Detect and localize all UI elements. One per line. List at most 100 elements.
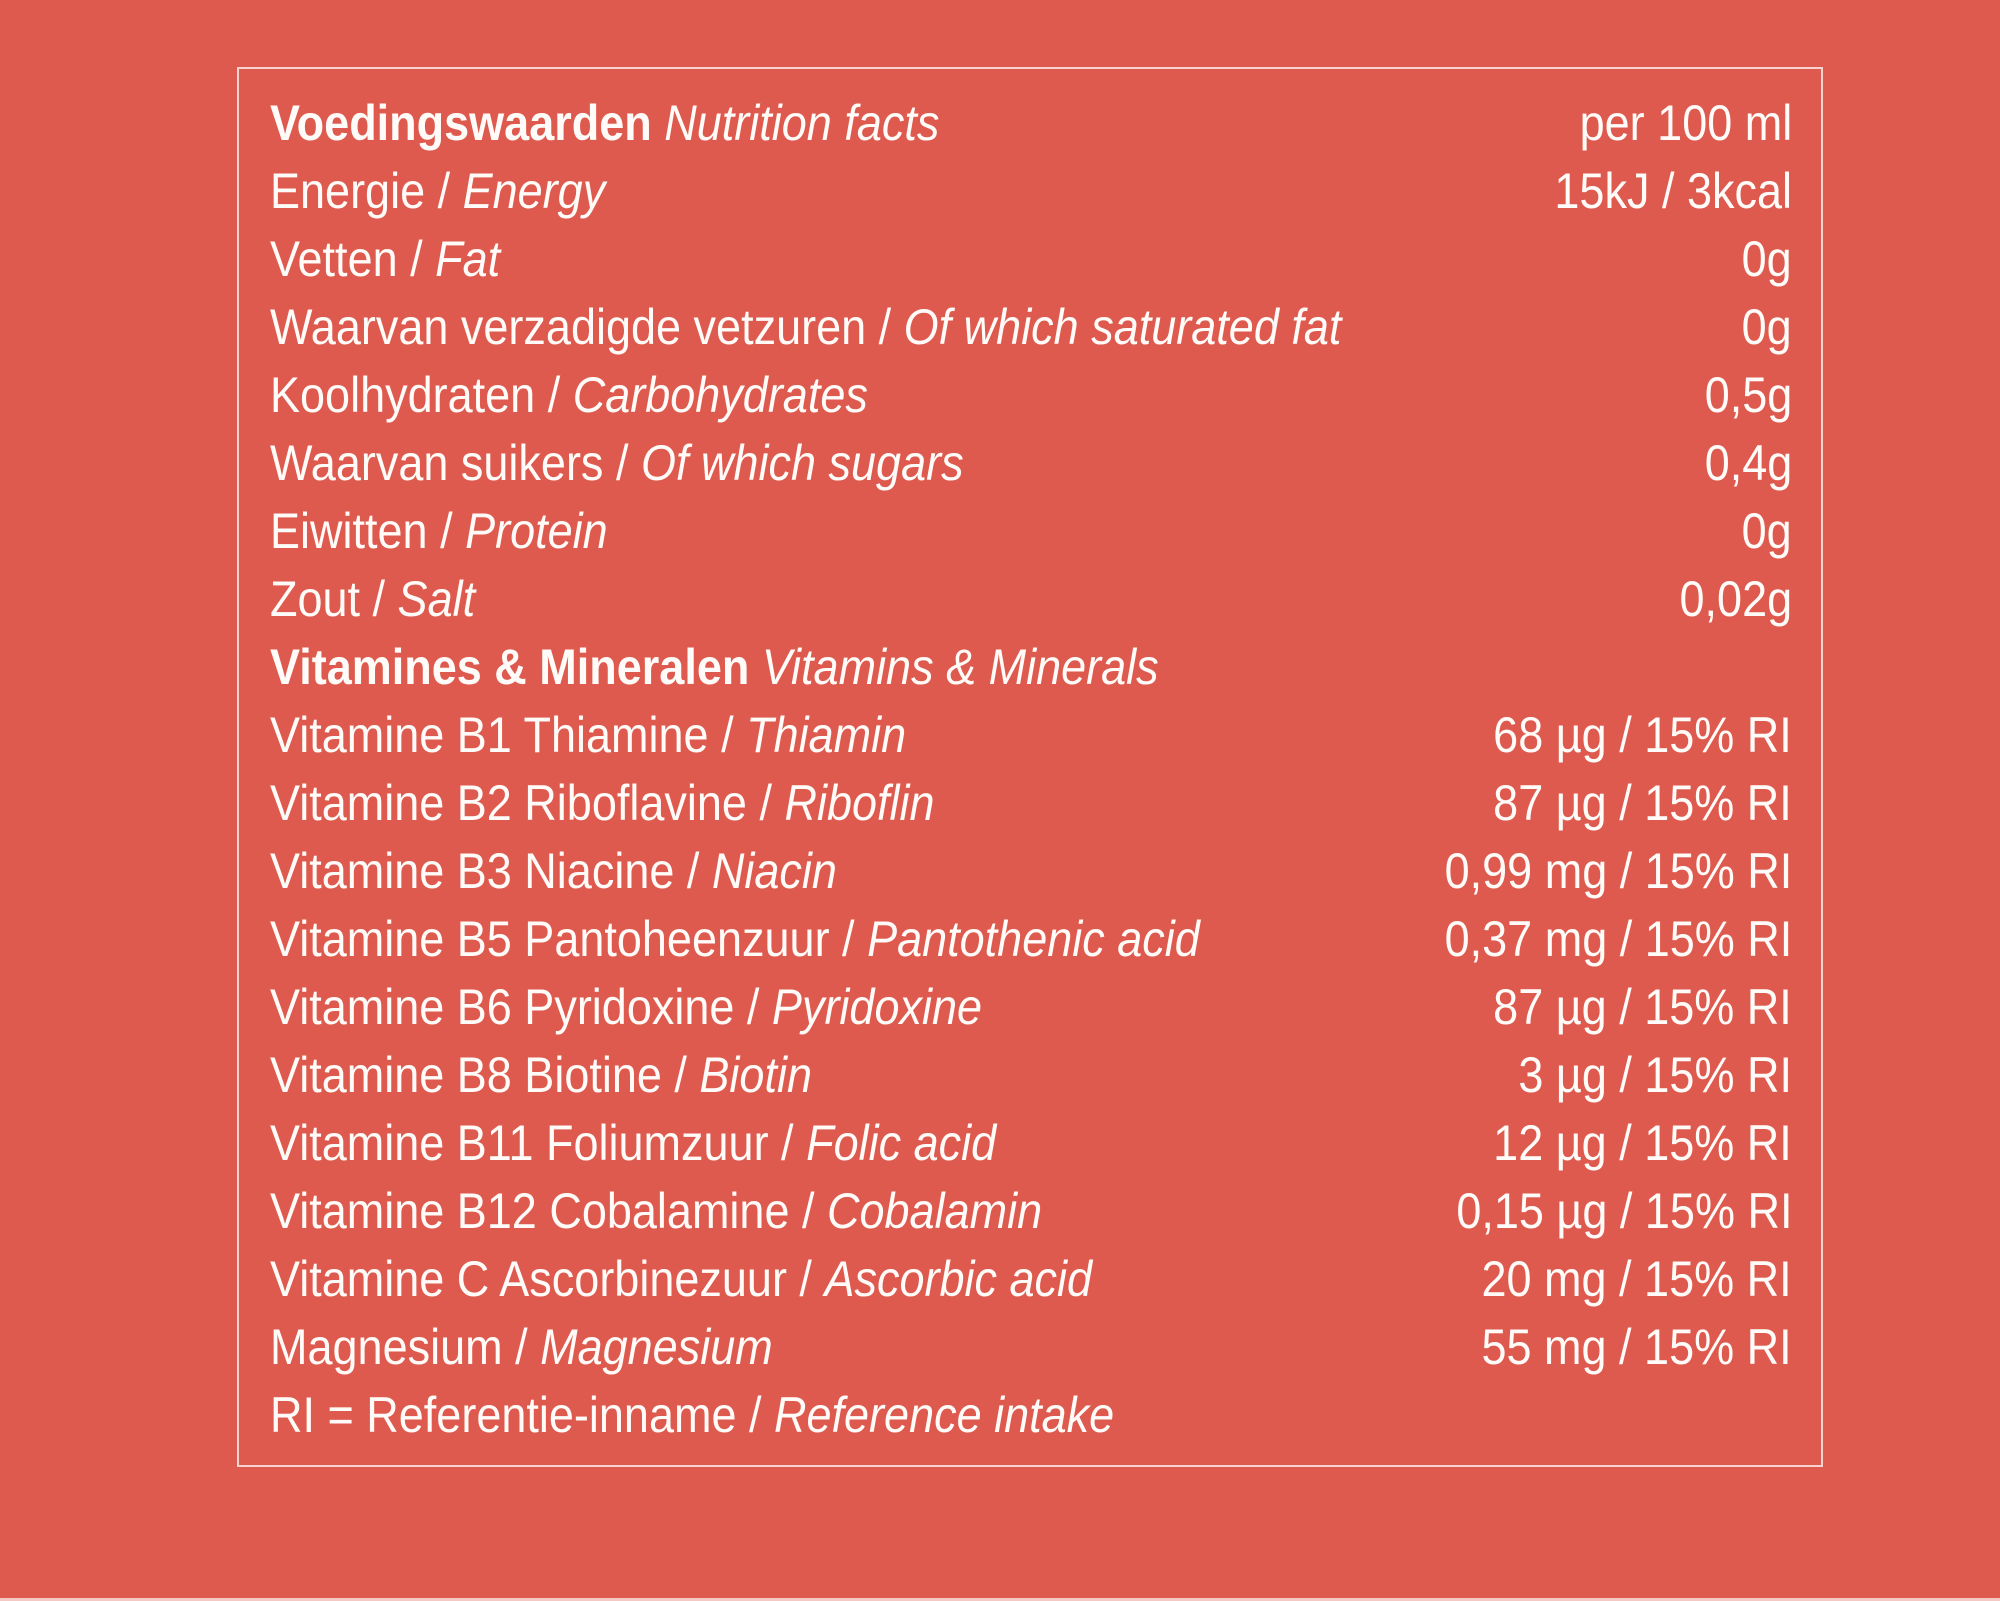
footnote-row: RI = Referentie-inname / Reference intak… [270,1381,1792,1449]
vitamin-name-nl: Vitamine B6 Pyridoxine / [270,979,772,1035]
vitamin-row-b6: Vitamine B6 Pyridoxine / Pyridoxine 87 µ… [270,973,1792,1041]
vitamin-value: 87 µg / 15% RI [1493,979,1792,1035]
vitamin-label: Vitamine B1 Thiamine / Thiamin [270,701,906,769]
nutrient-label: Koolhydraten / Carbohydrates [270,361,868,429]
vitamin-name-en: Ascorbic acid [824,1251,1093,1307]
nutrient-value: 15kJ / 3kcal [1554,163,1792,219]
nutrient-name-nl: Waarvan verzadigde vetzuren / [270,299,904,355]
nutrient-row-protein: Eiwitten / Protein 0g [270,497,1792,565]
nutrient-label: Vetten / Fat [270,225,500,293]
vitamin-value: 0,37 mg / 15% RI [1444,911,1792,967]
nutrient-value: 0g [1741,299,1792,355]
vitamin-row-b5: Vitamine B5 Pantoheenzuur / Pantothenic … [270,905,1792,973]
nutrient-name-nl: Eiwitten / [270,503,466,559]
vitamin-value: 3 µg / 15% RI [1518,1047,1792,1103]
nutrient-label: Zout / Salt [270,565,475,633]
header-row: Voedingswaarden Nutrition facts per 100 … [270,89,1792,157]
nutrient-name-nl: Energie / [270,163,463,219]
vitamin-label: Vitamine B5 Pantoheenzuur / Pantothenic … [270,905,1200,973]
nutrient-name-en: Carbohydrates [572,367,868,423]
header-title-en: Nutrition facts [664,95,940,151]
header-label: Voedingswaarden Nutrition facts [270,89,939,157]
vitamin-name-nl: Vitamine B2 Riboflavine / [270,775,785,831]
nutrient-name-en: Protein [465,503,608,559]
vitamin-row-b11: Vitamine B11 Foliumzuur / Folic acid 12 … [270,1109,1792,1177]
vitamins-title-nl: Vitamines & Mineralen [270,639,750,695]
vitamins-header-label: Vitamines & Mineralen Vitamins & Mineral… [270,633,1159,701]
vitamin-name-en: Biotin [699,1047,812,1103]
footnote-nl: RI = Referentie-inname / [270,1387,774,1443]
nutrient-name-nl: Koolhydraten / [270,367,573,423]
nutrient-row-salt: Zout / Salt 0,02g [270,565,1792,633]
footnote: RI = Referentie-inname / Reference intak… [270,1381,1114,1449]
nutrient-name-nl: Vetten / [270,231,436,287]
nutrition-facts-panel [237,67,1823,1467]
vitamin-name-en: Cobalamin [826,1183,1043,1239]
vitamin-name-nl: Vitamine B1 Thiamine / [270,707,747,763]
vitamin-label: Vitamine B3 Niacine / Niacin [270,837,837,905]
vitamins-header-row: Vitamines & Mineralen Vitamins & Mineral… [270,633,1792,701]
vitamin-row-c: Vitamine C Ascorbinezuur / Ascorbic acid… [270,1245,1792,1313]
vitamin-name-nl: Vitamine B5 Pantoheenzuur / [270,911,868,967]
vitamin-row-b12: Vitamine B12 Cobalamine / Cobalamin 0,15… [270,1177,1792,1245]
nutrient-name-en: Salt [397,571,476,627]
vitamin-name-en: Magnesium [540,1319,773,1375]
nutrient-label: Energie / Energy [270,157,605,225]
nutrient-name-en: Energy [462,163,606,219]
vitamin-label: Vitamine B2 Riboflavine / Riboflin [270,769,935,837]
vitamin-name-en: Thiamin [746,707,907,763]
vitamin-label: Vitamine B12 Cobalamine / Cobalamin [270,1177,1042,1245]
vitamin-value: 55 mg / 15% RI [1481,1319,1792,1375]
nutrient-value: 0g [1741,503,1792,559]
vitamin-value: 20 mg / 15% RI [1481,1251,1792,1307]
nutrient-value: 0,02g [1679,571,1792,627]
vitamin-row-b3: Vitamine B3 Niacine / Niacin 0,99 mg / 1… [270,837,1792,905]
nutrient-row-energy: Energie / Energy 15kJ / 3kcal [270,157,1792,225]
vitamin-name-en: Folic acid [806,1115,997,1171]
vitamin-name-nl: Vitamine B8 Biotine / [270,1047,700,1103]
vitamin-value: 87 µg / 15% RI [1493,775,1792,831]
vitamin-label: Vitamine C Ascorbinezuur / Ascorbic acid [270,1245,1092,1313]
vitamin-name-nl: Vitamine C Ascorbinezuur / [270,1251,825,1307]
nutrient-row-saturated-fat: Waarvan verzadigde vetzuren / Of which s… [270,293,1792,361]
vitamin-label: Magnesium / Magnesium [270,1313,773,1381]
vitamin-row-b2: Vitamine B2 Riboflavine / Riboflin 87 µg… [270,769,1792,837]
vitamin-name-nl: Vitamine B3 Niacine / [270,843,712,899]
vitamin-label: Vitamine B11 Foliumzuur / Folic acid [270,1109,996,1177]
vitamins-title-en: Vitamins & Minerals [761,639,1159,695]
vitamin-value: 68 µg / 15% RI [1493,707,1792,763]
vitamin-value: 0,15 µg / 15% RI [1455,1183,1792,1239]
nutrient-name-nl: Waarvan suikers / [270,435,641,491]
nutrient-name-en: Fat [435,231,501,287]
nutrient-name-nl: Zout / [270,571,398,627]
vitamin-label: Vitamine B6 Pyridoxine / Pyridoxine [270,973,982,1041]
vitamin-value: 12 µg / 15% RI [1493,1115,1792,1171]
nutrient-name-en: Of which sugars [640,435,964,491]
nutrient-value: 0,5g [1704,367,1792,423]
nutrient-label: Eiwitten / Protein [270,497,608,565]
bottom-edge-line [0,1598,2000,1601]
vitamin-name-en: Pyridoxine [771,979,983,1035]
nutrient-value: 0,4g [1704,435,1792,491]
vitamin-row-b8: Vitamine B8 Biotine / Biotin 3 µg / 15% … [270,1041,1792,1109]
nutrient-row-carbohydrates: Koolhydraten / Carbohydrates 0,5g [270,361,1792,429]
vitamin-name-nl: Vitamine B12 Cobalamine / [270,1183,827,1239]
nutrient-name-en: Of which saturated fat [903,299,1342,355]
vitamin-name-nl: Vitamine B11 Foliumzuur / [270,1115,807,1171]
footnote-en: Reference intake [774,1387,1115,1443]
nutrient-row-fat: Vetten / Fat 0g [270,225,1792,293]
nutrient-row-sugars: Waarvan suikers / Of which sugars 0,4g [270,429,1792,497]
vitamin-name-en: Riboflin [784,775,935,831]
vitamin-name-en: Pantothenic acid [867,911,1200,967]
vitamin-name-en: Niacin [711,843,837,899]
header-title-nl: Voedingswaarden [270,95,652,151]
nutrient-value: 0g [1741,231,1792,287]
vitamin-name-nl: Magnesium / [270,1319,541,1375]
vitamin-value: 0,99 mg / 15% RI [1444,843,1792,899]
nutrient-label: Waarvan suikers / Of which sugars [270,429,964,497]
vitamin-label: Vitamine B8 Biotine / Biotin [270,1041,812,1109]
nutrient-label: Waarvan verzadigde vetzuren / Of which s… [270,293,1341,361]
mineral-row-magnesium: Magnesium / Magnesium 55 mg / 15% RI [270,1313,1792,1381]
vitamin-row-b1: Vitamine B1 Thiamine / Thiamin 68 µg / 1… [270,701,1792,769]
header-unit: per 100 ml [1579,95,1792,151]
